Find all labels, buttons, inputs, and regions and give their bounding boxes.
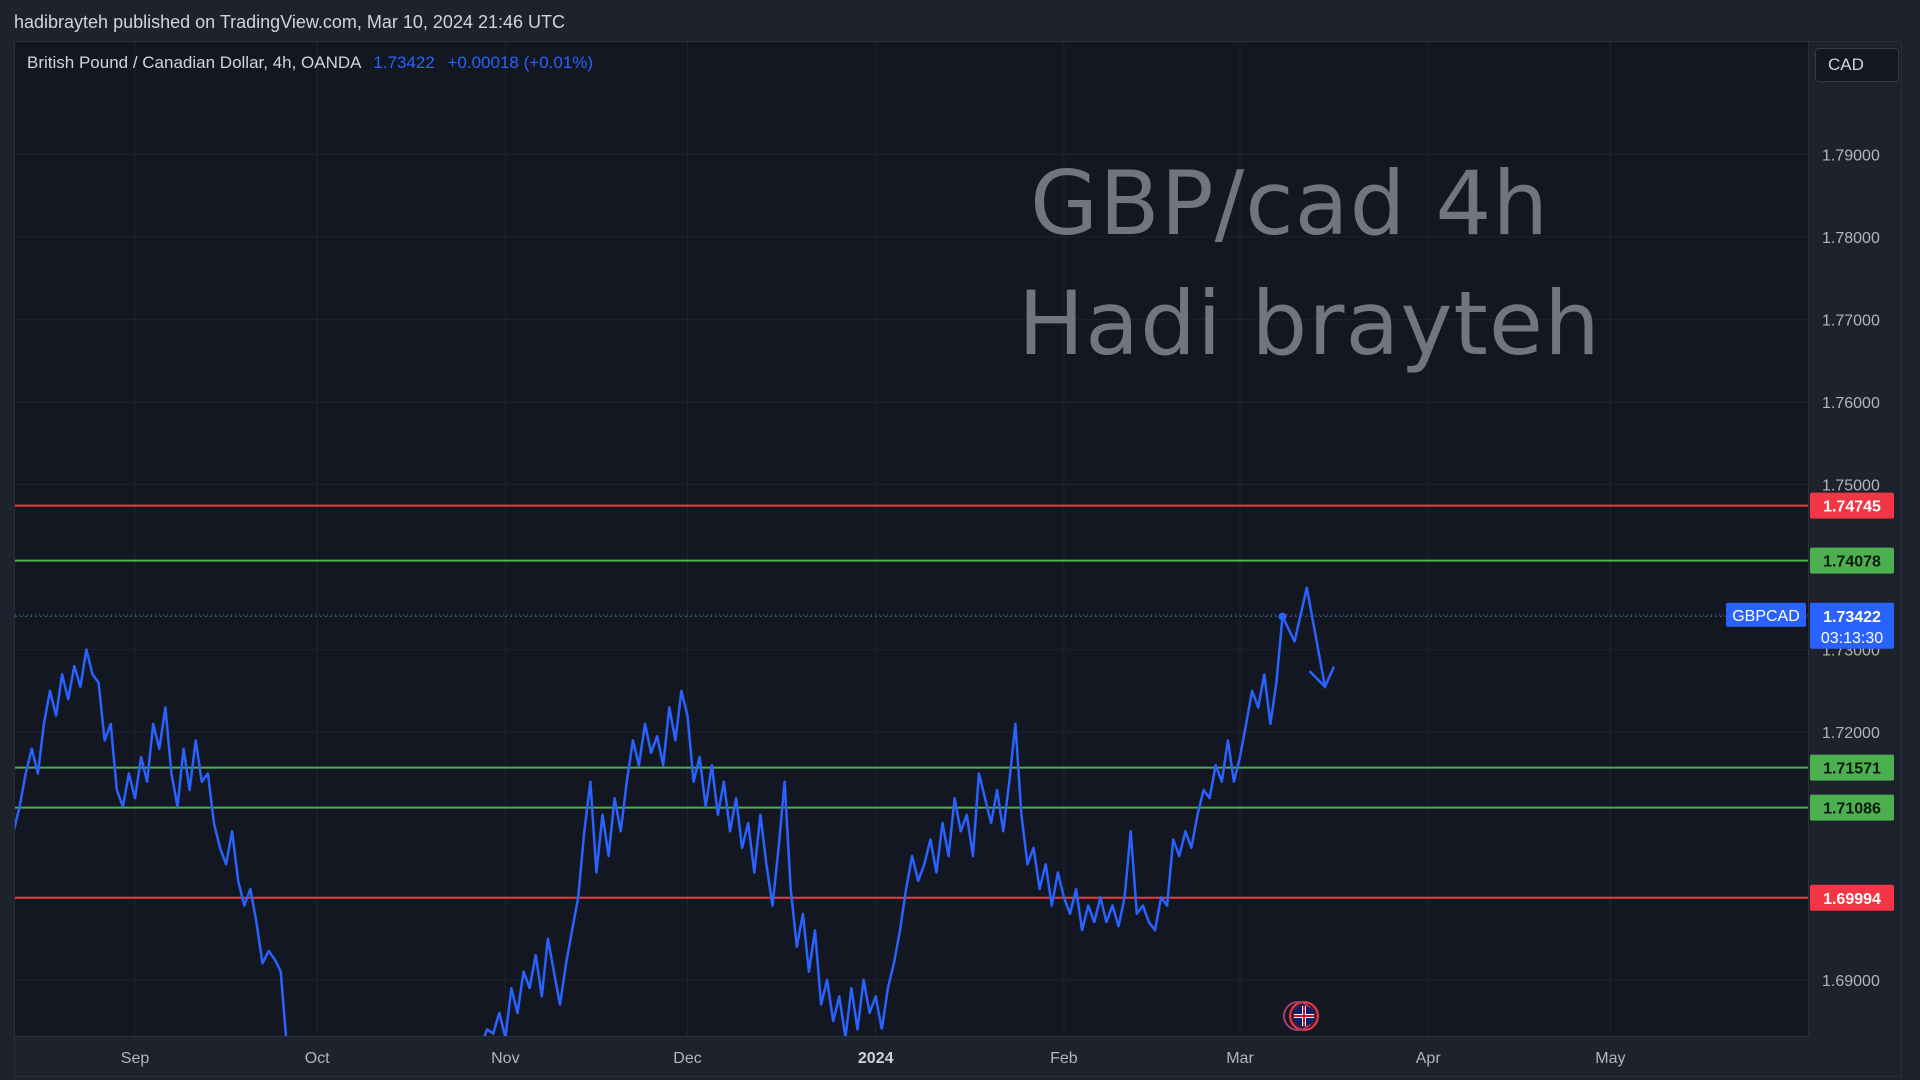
chart-pane[interactable]: [15, 42, 1808, 1036]
axes: 1.690001.700001.720001.730001.750001.760…: [15, 42, 1880, 1067]
price-tick-label: 1.75000: [1822, 478, 1880, 495]
price-line: [15, 648, 288, 1036]
level-price-badge: [1810, 884, 1894, 911]
price-line: [880, 616, 1284, 1030]
time-tick-label: Dec: [673, 1050, 701, 1067]
price-tick-label: 1.77000: [1822, 312, 1880, 329]
watermark-title: GBP/cad 4h: [1030, 152, 1550, 255]
legend-price: 1.73422: [373, 53, 435, 72]
level-price-badge-text: 1.69994: [1823, 891, 1881, 908]
flag-uk-icon[interactable]: [1283, 1001, 1319, 1031]
time-tick-label: Mar: [1226, 1050, 1254, 1067]
arrow-head: [1308, 666, 1336, 689]
price-tick-label: 1.78000: [1822, 230, 1880, 247]
price-tick-label: 1.79000: [1822, 147, 1880, 164]
level-price-badge-text: 1.71086: [1823, 801, 1881, 818]
symbol-tag-text: GBPCAD: [1732, 608, 1800, 625]
current-price-text: 1.73422: [1823, 609, 1881, 626]
time-tick-label: May: [1595, 1050, 1625, 1067]
level-price-badge-text: 1.71571: [1823, 761, 1881, 778]
countdown-text: 03:13:30: [1821, 630, 1883, 647]
price-axis-divider: [1808, 42, 1809, 1036]
price-line: [483, 689, 884, 1036]
level-price-badge: [1810, 492, 1894, 519]
arrow-path[interactable]: [1281, 586, 1327, 688]
time-tick-label: Oct: [305, 1050, 330, 1067]
published-info: hadibrayteh published on TradingView.com…: [14, 12, 566, 32]
price-series: [15, 616, 1284, 1036]
drawn-arrow: [1278, 586, 1336, 689]
time-tick-label: Sep: [121, 1050, 150, 1067]
time-tick-label: Feb: [1050, 1050, 1078, 1067]
symbol-tag: [1726, 602, 1806, 627]
current-price-badge: [1810, 602, 1894, 649]
symbol-legend[interactable]: British Pound / Canadian Dollar, 4h, OAN…: [27, 53, 593, 73]
level-price-badge: [1810, 794, 1894, 821]
level-price-badge: [1810, 754, 1894, 781]
publisher-bar: hadibrayteh published on TradingView.com…: [0, 0, 1920, 42]
arrow-anchor: [1278, 612, 1287, 621]
currency-button[interactable]: CAD: [1815, 48, 1899, 82]
legend-change: +0.00018 (+0.01%): [447, 53, 594, 72]
level-price-badge-text: 1.74745: [1823, 499, 1881, 516]
symbol-description[interactable]: British Pound / Canadian Dollar, 4h, OAN…: [27, 53, 361, 72]
event-flag[interactable]: [1283, 1001, 1319, 1031]
time-axis-divider: [15, 1036, 1808, 1037]
time-tick-label: Apr: [1416, 1050, 1442, 1067]
price-tick-label: 1.76000: [1822, 395, 1880, 412]
horizontal-levels: [15, 504, 1808, 899]
price-badges: 1.74745 1.74078 1.71571 1.71086 1.69994 1.734…: [1726, 492, 1894, 911]
level-price-badge: [1810, 547, 1894, 574]
price-tick-label: 1.69000: [1822, 973, 1880, 990]
level-price-badge-text: 1.74078: [1823, 554, 1881, 571]
time-tick-label: Nov: [491, 1050, 519, 1067]
time-tick-label: 2024: [858, 1050, 894, 1067]
price-tick-label: 1.72000: [1822, 725, 1880, 742]
grid: [15, 42, 1808, 1036]
watermark-author: Hadi brayteh: [1018, 272, 1601, 375]
